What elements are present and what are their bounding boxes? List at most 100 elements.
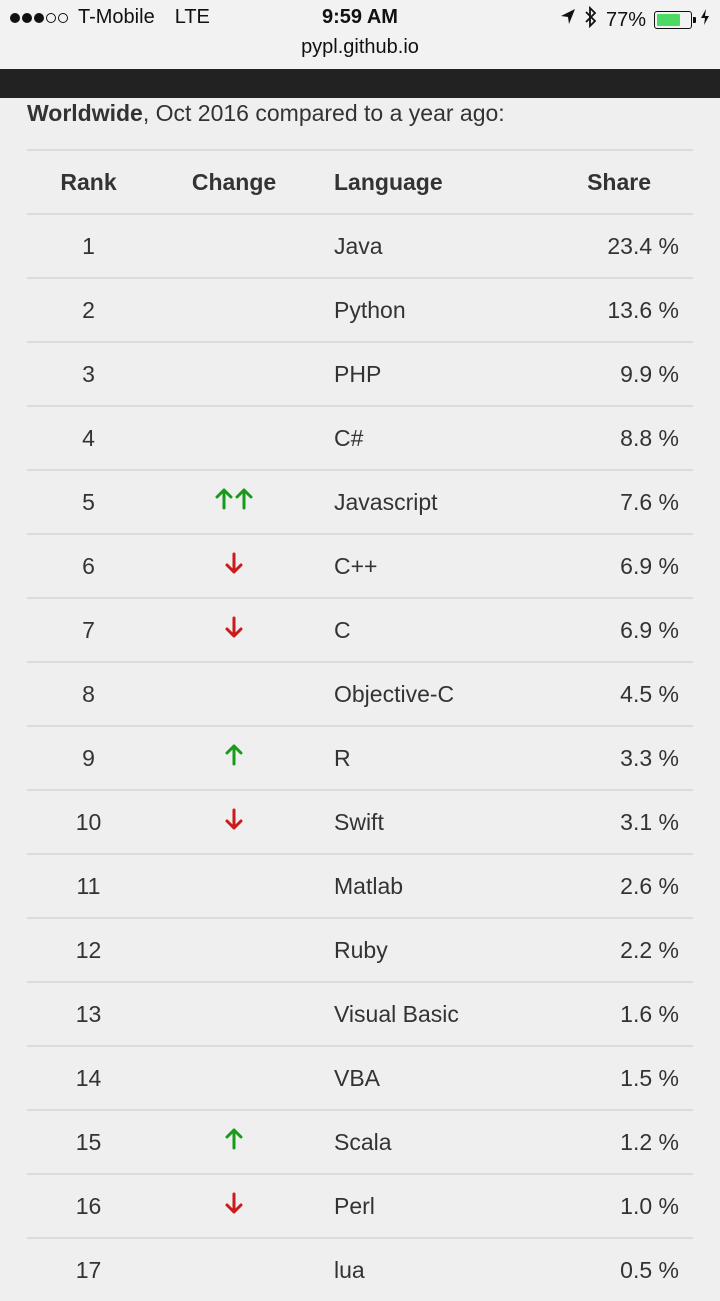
battery-icon [654, 11, 696, 29]
change-cell [150, 1109, 318, 1174]
region-label: Worldwide [27, 100, 143, 126]
header-language: Language [318, 149, 461, 214]
rank-cell: 7 [27, 597, 150, 662]
share-cell: 1.5 % [461, 1045, 693, 1110]
table-row: 4 C# 8.8 % [27, 405, 693, 470]
language-cell: Swift [318, 789, 461, 854]
rank-cell: 11 [27, 853, 150, 918]
language-cell: C++ [318, 533, 461, 598]
share-cell: 23.4 % [461, 213, 693, 278]
status-left: T-Mobile LTE [10, 6, 210, 29]
network-type: LTE [174, 6, 210, 28]
bluetooth-icon [584, 5, 598, 34]
share-cell: 8.8 % [461, 405, 693, 470]
table-row: 11 Matlab 2.6 % [27, 853, 693, 918]
table-row: 8 Objective-C 4.5 % [27, 661, 693, 726]
rank-cell: 14 [27, 1045, 150, 1110]
table-row: 3 PHP 9.9 % [27, 341, 693, 406]
change-cell [150, 469, 318, 534]
header-share: Share [461, 149, 693, 214]
header-rank: Rank [27, 149, 150, 214]
share-cell: 1.6 % [461, 981, 693, 1046]
share-cell: 13.6 % [461, 277, 693, 342]
rank-cell: 6 [27, 533, 150, 598]
share-cell: 3.3 % [461, 725, 693, 790]
signal-dot [46, 12, 56, 23]
rank-cell: 8 [27, 661, 150, 726]
table-row: 13 Visual Basic 1.6 % [27, 981, 693, 1046]
change-cell [150, 341, 318, 406]
share-cell: 3.1 % [461, 789, 693, 854]
share-cell: 2.6 % [461, 853, 693, 918]
change-cell [150, 1045, 318, 1110]
rank-cell: 17 [27, 1237, 150, 1301]
language-cell: Ruby [318, 917, 461, 982]
signal-dot [22, 12, 32, 23]
rank-cell: 5 [27, 469, 150, 534]
change-cell [150, 277, 318, 342]
change-cell [150, 405, 318, 470]
table-row: 14 VBA 1.5 % [27, 1045, 693, 1110]
table-row: 12 Ruby 2.2 % [27, 917, 693, 982]
table-row: 16 Perl 1.0 % [27, 1173, 693, 1238]
location-arrow-icon [560, 8, 576, 32]
charging-bolt-icon [700, 8, 710, 32]
rank-cell: 15 [27, 1109, 150, 1174]
language-cell: PHP [318, 341, 461, 406]
table-body: 1 Java 23.4 % 2 Python 13.6 % 3 PHP 9.9 % 4 C# 8.8 … [27, 213, 693, 1301]
signal-strength-icon [10, 12, 68, 23]
share-cell: 4.5 % [461, 661, 693, 726]
arrow-down-icon [224, 551, 244, 581]
share-cell: 2.2 % [461, 917, 693, 982]
signal-dot [58, 12, 68, 23]
rank-cell: 2 [27, 277, 150, 342]
battery-level-fill [657, 14, 680, 26]
table-row: 6 C++ 6.9 % [27, 533, 693, 598]
language-cell: C# [318, 405, 461, 470]
share-cell: 0.5 % [461, 1237, 693, 1301]
change-cell [150, 533, 318, 598]
table-row: 2 Python 13.6 % [27, 277, 693, 342]
status-right: 77% [560, 5, 710, 34]
table-intro: Worldwide, Oct 2016 compared to a year a… [27, 100, 505, 127]
language-cell: Scala [318, 1109, 461, 1174]
arrow-up-icon [224, 1127, 244, 1157]
change-cell [150, 853, 318, 918]
arrow-down-icon [224, 1191, 244, 1221]
table-row: 9 R 3.3 % [27, 725, 693, 790]
language-cell: lua [318, 1237, 461, 1301]
rank-cell: 10 [27, 789, 150, 854]
table-header-row: Rank Change Language Share [27, 149, 693, 214]
change-cell [150, 1237, 318, 1301]
change-cell [150, 661, 318, 726]
carrier-name: T-Mobile [78, 6, 155, 28]
change-cell [150, 917, 318, 982]
rank-cell: 1 [27, 213, 150, 278]
rank-cell: 4 [27, 405, 150, 470]
change-cell [150, 725, 318, 790]
rank-cell: 12 [27, 917, 150, 982]
rank-cell: 3 [27, 341, 150, 406]
language-cell: Objective-C [318, 661, 461, 726]
intro-text: , Oct 2016 compared to a year ago: [142, 100, 505, 126]
share-cell: 6.9 % [461, 533, 693, 598]
arrow-up-icon [224, 743, 244, 773]
language-cell: R [318, 725, 461, 790]
arrow-down-icon [224, 807, 244, 837]
language-cell: Perl [318, 1173, 461, 1238]
address-bar[interactable]: pypl.github.io [0, 36, 720, 69]
url-text[interactable]: pypl.github.io [301, 36, 419, 58]
language-cell: Javascript [318, 469, 461, 534]
language-cell: Python [318, 277, 461, 342]
table-row: 17 lua 0.5 % [27, 1237, 693, 1301]
share-cell: 7.6 % [461, 469, 693, 534]
language-cell: C [318, 597, 461, 662]
rank-cell: 9 [27, 725, 150, 790]
status-bar: T-Mobile LTE 9:59 AM 77% [0, 0, 720, 36]
share-cell: 9.9 % [461, 341, 693, 406]
rank-cell: 13 [27, 981, 150, 1046]
table-row: 10 Swift 3.1 % [27, 789, 693, 854]
rank-cell: 16 [27, 1173, 150, 1238]
arrow-up-icon [234, 487, 254, 517]
table-row: 7 C 6.9 % [27, 597, 693, 662]
